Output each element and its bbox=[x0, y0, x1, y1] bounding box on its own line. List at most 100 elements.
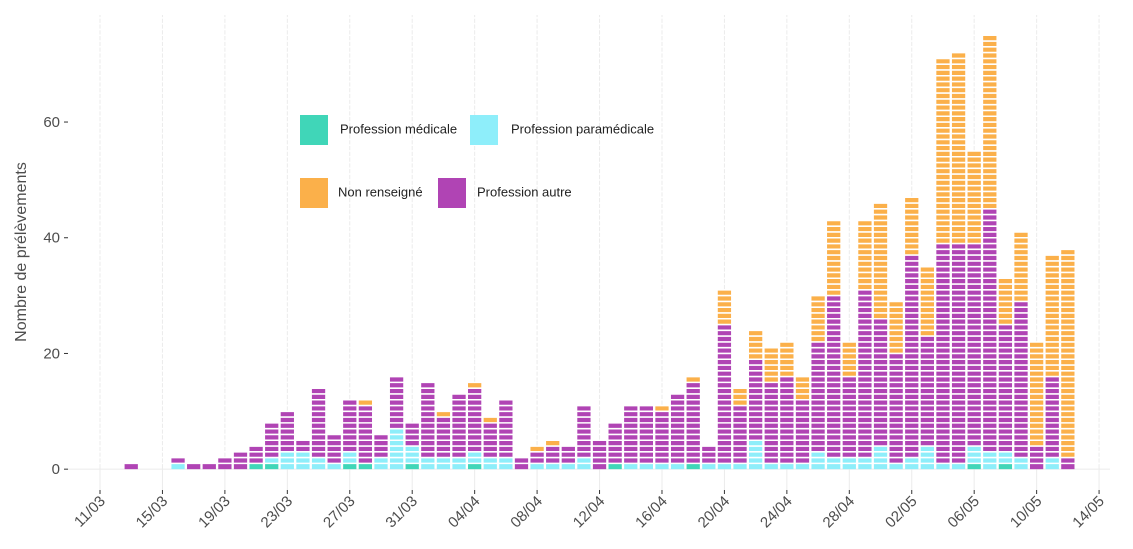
bar-segment bbox=[577, 405, 591, 458]
bar-segment bbox=[717, 463, 732, 470]
bar-segment bbox=[389, 428, 404, 470]
legend-label: Profession autre bbox=[477, 184, 572, 199]
bar-segment bbox=[468, 463, 482, 470]
legend-key bbox=[300, 115, 328, 145]
bar-segment bbox=[280, 411, 294, 452]
bar-segment bbox=[795, 399, 810, 464]
bar-segment bbox=[233, 451, 248, 470]
bar-segment bbox=[546, 440, 560, 447]
x-tick-label: 23/03 bbox=[258, 493, 297, 532]
bar-segment bbox=[967, 463, 981, 470]
bar-segment bbox=[858, 289, 872, 458]
x-tick-label: 31/03 bbox=[382, 493, 421, 532]
y-tick-label: 20 bbox=[43, 345, 60, 362]
bar-segment bbox=[249, 463, 263, 470]
bar-segment bbox=[436, 411, 451, 418]
bar-segment bbox=[468, 382, 482, 389]
y-axis-label: Nombre de prélèvements bbox=[13, 162, 30, 342]
bar-segment bbox=[1014, 301, 1028, 458]
y-tick-label: 40 bbox=[43, 230, 60, 247]
bar-segment bbox=[546, 463, 560, 470]
bar-segment bbox=[358, 463, 373, 470]
bar-segment bbox=[983, 451, 997, 470]
x-tick-label: 27/03 bbox=[320, 493, 359, 532]
bar-segment bbox=[202, 463, 216, 470]
bar-segment bbox=[389, 376, 404, 429]
bar-segment bbox=[827, 220, 841, 296]
y-tick-label: 0 bbox=[52, 461, 60, 478]
x-tick-label: 20/04 bbox=[695, 493, 734, 532]
bar-segment bbox=[343, 399, 357, 452]
bar-segment bbox=[920, 336, 934, 447]
bar-segment bbox=[171, 463, 185, 470]
bar-segment bbox=[592, 440, 607, 470]
x-tick-label: 04/04 bbox=[445, 493, 484, 532]
bar-segment bbox=[749, 440, 763, 470]
x-tick-label: 02/05 bbox=[882, 493, 921, 532]
bar-segment bbox=[265, 457, 279, 464]
bar-segment bbox=[780, 463, 794, 470]
bar-segment bbox=[327, 463, 341, 470]
bar-segment bbox=[702, 446, 716, 464]
legend-label: Profession paramédicale bbox=[511, 121, 654, 136]
bar-segment bbox=[905, 255, 919, 458]
bar-segment bbox=[280, 451, 294, 470]
bar-segment bbox=[405, 463, 419, 470]
bar-segment bbox=[452, 393, 466, 458]
y-tick-label: 60 bbox=[43, 114, 60, 131]
legend-label: Profession médicale bbox=[340, 121, 457, 136]
bar-segment bbox=[624, 463, 638, 470]
bar-segment bbox=[530, 446, 544, 452]
bar-segment bbox=[546, 446, 560, 464]
bar-segment bbox=[265, 463, 279, 470]
bar-segment bbox=[951, 52, 966, 244]
bar-segment bbox=[1045, 255, 1059, 377]
bar-segment bbox=[889, 353, 903, 464]
bar-segment bbox=[171, 457, 185, 464]
legend-key bbox=[470, 115, 498, 145]
bar-segment bbox=[655, 463, 669, 470]
bar-segment bbox=[936, 463, 950, 470]
bar-segment bbox=[655, 411, 669, 464]
bar-segment bbox=[483, 417, 497, 423]
bar-segment bbox=[702, 463, 716, 470]
bar-segment bbox=[327, 434, 341, 464]
bar-segment bbox=[889, 301, 903, 354]
bar-segment bbox=[811, 451, 825, 470]
bar-segment bbox=[655, 405, 669, 412]
x-tick-label: 24/04 bbox=[757, 493, 796, 532]
x-tick-label: 15/03 bbox=[133, 493, 172, 532]
bar-segment bbox=[686, 376, 700, 383]
bar-segment bbox=[187, 463, 201, 470]
bar-segment bbox=[749, 330, 763, 360]
legend-label: Non renseigné bbox=[338, 184, 423, 199]
bar-segment bbox=[530, 463, 544, 470]
bar-segment bbox=[951, 463, 966, 470]
x-tick-label: 28/04 bbox=[820, 493, 859, 532]
bar-segment bbox=[343, 463, 357, 470]
x-tick-label: 12/04 bbox=[570, 493, 609, 532]
bar-segment bbox=[670, 463, 685, 470]
bar-segment bbox=[608, 463, 622, 470]
x-tick-label: 14/05 bbox=[1069, 493, 1108, 532]
bar-segment bbox=[608, 422, 622, 464]
bar-segment bbox=[296, 451, 310, 470]
bar-segment bbox=[998, 463, 1013, 470]
legend-key bbox=[300, 178, 328, 208]
bar-segment bbox=[561, 463, 575, 470]
x-tick-label: 06/05 bbox=[944, 493, 983, 532]
x-tick-label: 19/03 bbox=[195, 493, 234, 532]
bar-segment bbox=[686, 463, 700, 470]
bar-segment bbox=[249, 446, 263, 464]
bar-segment bbox=[733, 463, 747, 470]
bar-segment bbox=[967, 243, 981, 447]
x-tick-label: 10/05 bbox=[1007, 493, 1046, 532]
bar-segment bbox=[436, 417, 451, 458]
bar-segment bbox=[889, 463, 903, 470]
bar-segment bbox=[764, 463, 778, 470]
bar-segment bbox=[733, 388, 747, 406]
bar-segment bbox=[561, 446, 575, 464]
bar-segment bbox=[468, 388, 482, 452]
bar-segment bbox=[405, 446, 419, 464]
